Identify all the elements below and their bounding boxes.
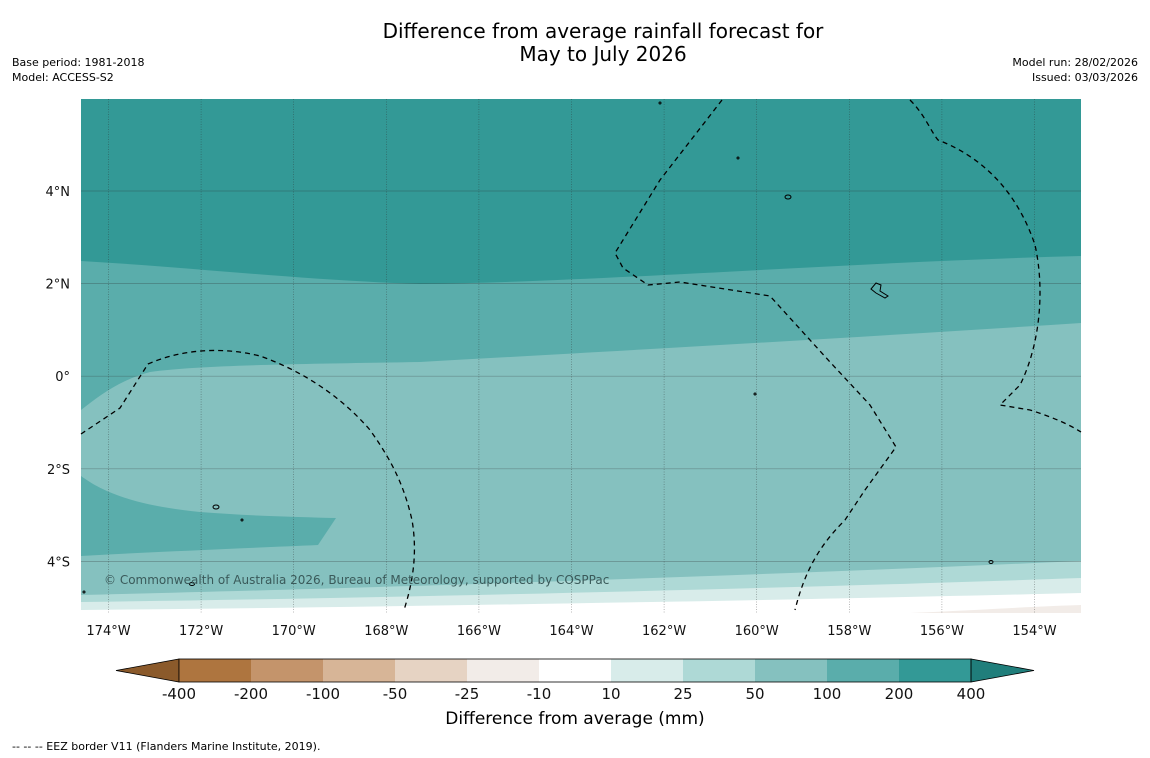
island (753, 392, 757, 396)
island (240, 518, 244, 522)
colorbar-outline (178, 658, 972, 683)
islands (82, 101, 994, 594)
colorbar-bin (755, 659, 827, 682)
colorbar-tick-label: -50 (383, 685, 408, 703)
latitude-labels: 4°N 2°N 0° 2°S 4°S (46, 185, 71, 570)
colorbar-bin (323, 659, 395, 682)
longitude-label: 170°W (272, 624, 316, 639)
colorbar-tick-label: -100 (306, 685, 340, 703)
longitude-label: 160°W (735, 624, 779, 639)
band-minus25-minus10 (910, 605, 1081, 613)
title-line-2: May to July 2026 (519, 42, 687, 66)
longitude-labels: 174°W 172°W 170°W 168°W 166°W 164°W 162°W 160°W… (86, 624, 1056, 639)
longitude-label: 164°W (549, 624, 593, 639)
longitude-label: 168°W (364, 624, 408, 639)
longitude-label: 172°W (179, 624, 223, 639)
latitude-label: 2°N (46, 278, 71, 293)
metadata-left: Base period: 1981-2018 Model: ACCESS-S2 (12, 55, 144, 85)
island (189, 582, 195, 586)
latitude-label: 4°S (47, 555, 70, 570)
colorbar-tick-label: -400 (162, 685, 196, 703)
band-100-200-lobe (81, 476, 336, 556)
copyright-text: © Commonwealth of Australia 2026, Bureau… (104, 573, 609, 587)
island (82, 590, 86, 594)
island (988, 560, 994, 564)
graticule (81, 99, 1081, 613)
colorbar-bin (539, 659, 611, 682)
colorbar-bin (467, 659, 539, 682)
colorbar-bin (395, 659, 467, 682)
island (658, 101, 662, 105)
colorbar-bin (899, 659, 971, 682)
model-text: Model: ACCESS-S2 (12, 71, 114, 84)
longitude-label: 156°W (920, 624, 964, 639)
colorbar-bin (251, 659, 323, 682)
chart-title: Difference from average rainfall forecas… (300, 20, 906, 66)
latitude-label: 0° (55, 370, 70, 385)
eez-border-east (909, 99, 1082, 433)
latitude-label: 4°N (46, 185, 71, 200)
longitude-label: 158°W (827, 624, 871, 639)
band-minus10-10 (81, 593, 1081, 613)
colorbar-tick-label: 100 (813, 685, 842, 703)
longitude-label: 166°W (457, 624, 501, 639)
island-kiritimati (870, 282, 889, 299)
colorbar-tick-label: 400 (957, 685, 986, 703)
eez-borders (80, 99, 1082, 611)
longitude-label: 162°W (642, 624, 686, 639)
title-line-1: Difference from average rainfall forecas… (382, 19, 824, 43)
colorbar-bin (611, 659, 683, 682)
colorbar-tick-label: -10 (527, 685, 552, 703)
eez-border-west (80, 349, 416, 611)
colorbar-bin (179, 659, 251, 682)
base-period-text: Base period: 1981-2018 (12, 56, 145, 69)
colorbar-tick-label: -25 (455, 685, 480, 703)
colorbar-extend-high (970, 658, 1035, 683)
eez-border-central (614, 99, 897, 611)
colorbar: -400 -200 -100 -50 -25 -10 10 25 50 100 200 400 (115, 658, 1035, 703)
colorbar-tick-label: 10 (601, 685, 620, 703)
longitude-label: 154°W (1012, 624, 1056, 639)
issued-text: Issued: 03/03/2026 (1031, 71, 1138, 84)
longitude-label: 174°W (86, 624, 130, 639)
colorbar-bin (827, 659, 899, 682)
band-50-100 (81, 323, 1081, 613)
colorbar-title: Difference from average (mm) (445, 709, 705, 729)
island (212, 504, 220, 510)
latitude-label: 2°S (47, 463, 70, 478)
colorbar-tick-label: 25 (673, 685, 692, 703)
colorbar-tick-label: 50 (745, 685, 764, 703)
island (784, 194, 792, 200)
colorbar-tick-label: -200 (234, 685, 268, 703)
colorbar-tick-label: 200 (885, 685, 914, 703)
metadata-right: Model run: 28/02/2026 Issued: 03/03/2026 (1012, 55, 1138, 85)
eez-footnote: -- -- -- EEZ border V11 (Flanders Marine… (12, 740, 321, 753)
map-area (81, 99, 1081, 613)
island (736, 156, 740, 160)
model-run-text: Model run: 28/02/2026 (1012, 56, 1138, 69)
colorbar-bin (683, 659, 755, 682)
colorbar-extend-low (115, 658, 180, 683)
